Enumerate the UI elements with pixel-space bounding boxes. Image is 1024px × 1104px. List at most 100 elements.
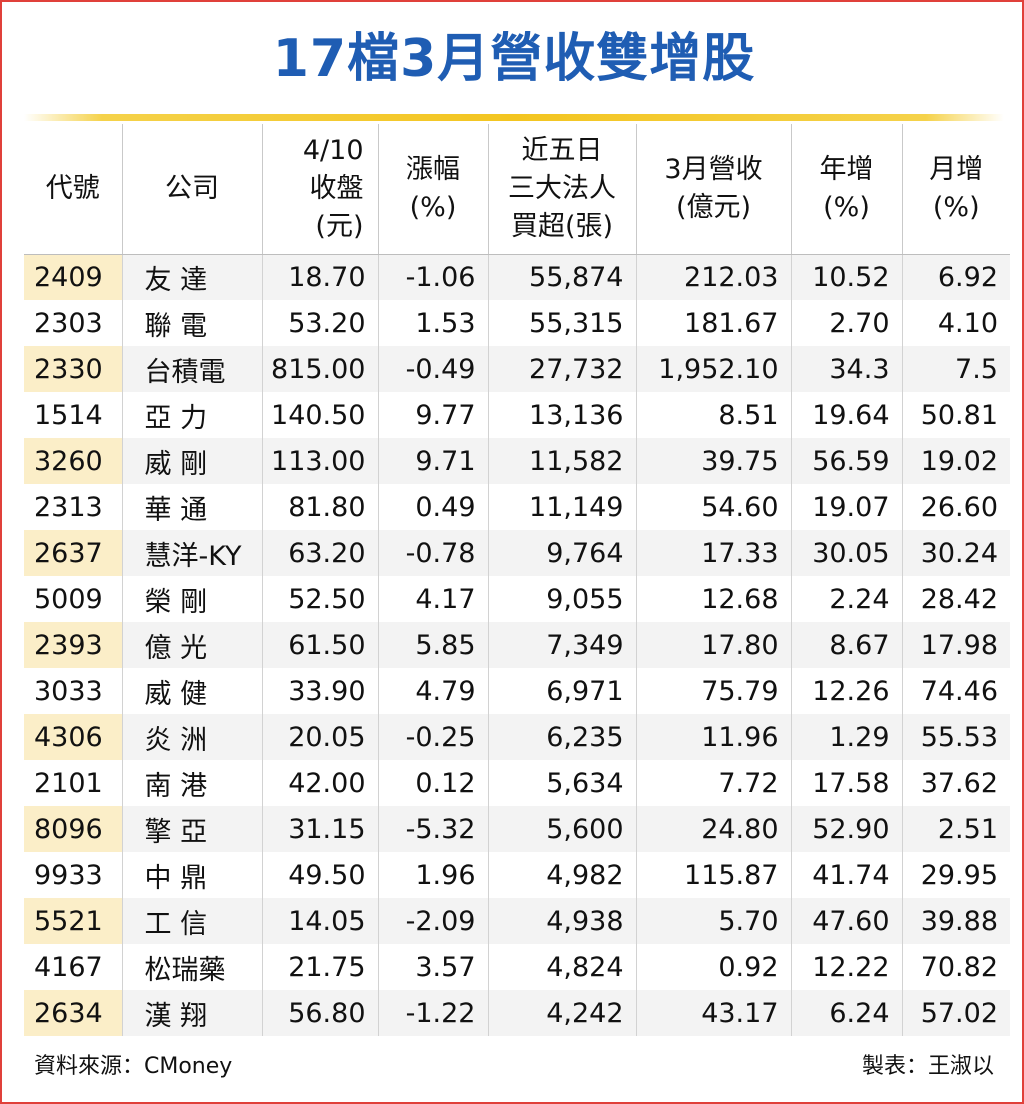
- cell-revenue: 5.70: [635, 898, 791, 944]
- table-row: 2409 友 達 18.70 -1.06 55,874 212.03 10.52 6.92: [24, 254, 1010, 300]
- cell-change: -0.25: [377, 714, 488, 760]
- header-mom: 月增 (%): [901, 124, 1010, 255]
- header-yoy: 年增 (%): [790, 124, 902, 255]
- cell-company: 友 達: [121, 254, 262, 300]
- table-row: 3260 威 剛 113.00 9.71 11,582 39.75 56.59 19.02: [24, 438, 1010, 484]
- cell-yoy: 56.59: [790, 438, 902, 484]
- cell-company: 松瑞藥: [121, 944, 262, 990]
- cell-mom: 28.42: [901, 576, 1010, 622]
- cell-company: 漢 翔: [121, 990, 262, 1036]
- cell-change: 0.49: [377, 484, 488, 530]
- cell-yoy: 2.70: [790, 300, 902, 346]
- cell-change: 3.57: [377, 944, 488, 990]
- cell-change: 9.77: [377, 392, 488, 438]
- cell-close: 81.80: [261, 484, 378, 530]
- cell-revenue: 39.75: [635, 438, 791, 484]
- cell-close: 61.50: [261, 622, 378, 668]
- table-body: 2409 友 達 18.70 -1.06 55,874 212.03 10.52 6.92 23…: [24, 254, 1010, 1036]
- cell-close: 31.15: [261, 806, 378, 852]
- cell-revenue: 11.96: [635, 714, 791, 760]
- cell-yoy: 2.24: [790, 576, 902, 622]
- cell-code: 2313: [34, 491, 103, 523]
- cell-mom: 70.82: [901, 944, 1010, 990]
- cell-revenue: 8.51: [635, 392, 791, 438]
- title-divider: [24, 114, 1004, 121]
- table-row: 4306 炎 洲 20.05 -0.25 6,235 11.96 1.29 55.53: [24, 714, 1010, 760]
- cell-change: 4.17: [377, 576, 488, 622]
- table-row: 3033 威 健 33.90 4.79 6,971 75.79 12.26 74.46: [24, 668, 1010, 714]
- header-close: 4/10 收盤 (元): [261, 124, 378, 255]
- cell-close: 14.05: [261, 898, 378, 944]
- cell-revenue: 115.87: [635, 852, 791, 898]
- cell-mom: 26.60: [901, 484, 1010, 530]
- cell-net-buy: 27,732: [487, 346, 636, 392]
- cell-revenue: 1,952.10: [635, 346, 791, 392]
- cell-revenue: 54.60: [635, 484, 791, 530]
- cell-code: 3033: [34, 675, 103, 707]
- table-row: 5521 工 信 14.05 -2.09 4,938 5.70 47.60 39.88: [24, 898, 1010, 944]
- cell-yoy: 47.60: [790, 898, 902, 944]
- cell-mom: 30.24: [901, 530, 1010, 576]
- cell-revenue: 17.33: [635, 530, 791, 576]
- cell-company: 億 光: [121, 622, 262, 668]
- table-row: 2313 華 通 81.80 0.49 11,149 54.60 19.07 26.60: [24, 484, 1010, 530]
- cell-mom: 7.5: [901, 346, 1010, 392]
- cell-code: 4306: [24, 714, 122, 760]
- cell-code: 4167: [34, 951, 103, 983]
- cell-revenue: 43.17: [635, 990, 791, 1036]
- cell-net-buy: 9,055: [487, 576, 636, 622]
- header-change: 漲幅 (%): [377, 124, 488, 255]
- cell-mom: 74.46: [901, 668, 1010, 714]
- cell-close: 815.00: [261, 346, 378, 392]
- cell-close: 49.50: [261, 852, 378, 898]
- cell-yoy: 8.67: [790, 622, 902, 668]
- cell-company: 威 健: [121, 668, 262, 714]
- cell-change: 1.96: [377, 852, 488, 898]
- cell-close: 18.70: [261, 254, 378, 300]
- cell-revenue: 17.80: [635, 622, 791, 668]
- table-row: 1514 亞 力 140.50 9.77 13,136 8.51 19.64 50.81: [24, 392, 1010, 438]
- cell-mom: 29.95: [901, 852, 1010, 898]
- header-code: 代號: [24, 124, 122, 255]
- table-row: 5009 榮 剛 52.50 4.17 9,055 12.68 2.24 28.42: [24, 576, 1010, 622]
- cell-change: 5.85: [377, 622, 488, 668]
- cell-net-buy: 11,149: [487, 484, 636, 530]
- cell-yoy: 12.26: [790, 668, 902, 714]
- cell-close: 63.20: [261, 530, 378, 576]
- cell-code: 3260: [24, 438, 122, 484]
- table-header-row: 代號 公司 4/10 收盤 (元) 漲幅 (%) 近五日 三大法人 買超(張) 3月營收(…: [24, 124, 1010, 255]
- cell-company: 台積電: [121, 346, 262, 392]
- cell-revenue: 181.67: [635, 300, 791, 346]
- cell-code: 1514: [34, 399, 103, 431]
- cell-yoy: 12.22: [790, 944, 902, 990]
- cell-net-buy: 4,824: [487, 944, 636, 990]
- cell-net-buy: 6,235: [487, 714, 636, 760]
- table-row: 4167 松瑞藥 21.75 3.57 4,824 0.92 12.22 70.82: [24, 944, 1010, 990]
- cell-mom: 37.62: [901, 760, 1010, 806]
- cell-net-buy: 55,315: [487, 300, 636, 346]
- cell-yoy: 10.52: [790, 254, 902, 300]
- cell-code: 5009: [34, 583, 103, 615]
- cell-mom: 55.53: [901, 714, 1010, 760]
- cell-change: 1.53: [377, 300, 488, 346]
- header-revenue: 3月營收 (億元): [635, 124, 791, 255]
- cell-revenue: 212.03: [635, 254, 791, 300]
- table-row: 2101 南 港 42.00 0.12 5,634 7.72 17.58 37.62: [24, 760, 1010, 806]
- table-row: 8096 擎 亞 31.15 -5.32 5,600 24.80 52.90 2.51: [24, 806, 1010, 852]
- cell-yoy: 6.24: [790, 990, 902, 1036]
- cell-mom: 17.98: [901, 622, 1010, 668]
- cell-revenue: 7.72: [635, 760, 791, 806]
- cell-yoy: 52.90: [790, 806, 902, 852]
- cell-company: 聯 電: [121, 300, 262, 346]
- source-note: 資料來源：CMoney: [34, 1054, 233, 1079]
- cell-yoy: 19.07: [790, 484, 902, 530]
- cell-revenue: 24.80: [635, 806, 791, 852]
- cell-yoy: 1.29: [790, 714, 902, 760]
- cell-yoy: 17.58: [790, 760, 902, 806]
- cell-mom: 4.10: [901, 300, 1010, 346]
- cell-code: 2393: [24, 622, 122, 668]
- cell-company: 中 鼎: [121, 852, 262, 898]
- cell-net-buy: 13,136: [487, 392, 636, 438]
- cell-mom: 6.92: [901, 254, 1010, 300]
